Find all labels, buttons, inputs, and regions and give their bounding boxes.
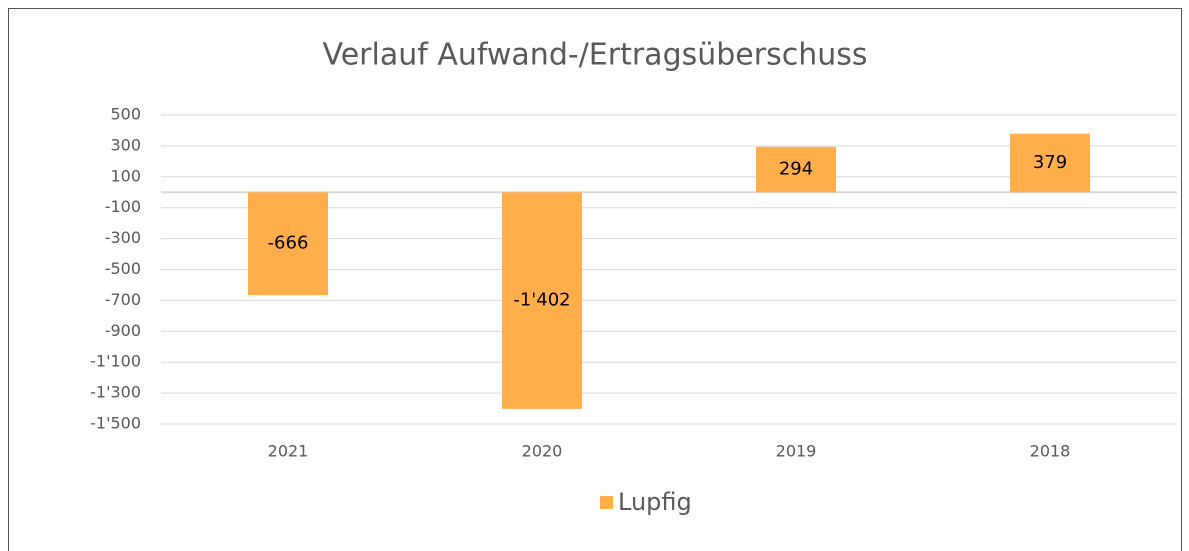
y-tick-label: -700 bbox=[105, 290, 141, 309]
y-tick-label: 300 bbox=[110, 135, 141, 154]
data-label: 294 bbox=[779, 159, 813, 180]
bar bbox=[756, 146, 836, 193]
data-label: 379 bbox=[1033, 152, 1067, 173]
y-tick-label: 500 bbox=[110, 105, 141, 124]
y-tick-label: -900 bbox=[105, 321, 141, 340]
legend-label: Lupfig bbox=[618, 488, 692, 516]
y-tick-label: 100 bbox=[110, 166, 141, 185]
chart-title: Verlauf Aufwand-/Ertragsüberschuss bbox=[323, 38, 868, 73]
bar bbox=[502, 192, 582, 409]
x-tick-label: 2020 bbox=[522, 442, 563, 461]
x-tick-label: 2021 bbox=[268, 442, 309, 461]
x-tick-label: 2018 bbox=[1030, 442, 1071, 461]
chart-border bbox=[8, 8, 1182, 551]
y-tick-label: -1'300 bbox=[90, 383, 141, 402]
data-label: -666 bbox=[268, 233, 309, 254]
bar bbox=[1010, 133, 1090, 193]
y-tick-label: -100 bbox=[105, 197, 141, 216]
legend-swatch bbox=[600, 496, 613, 509]
y-tick-label: -500 bbox=[105, 259, 141, 278]
y-tick-label: -300 bbox=[105, 228, 141, 247]
y-tick-label: -1'500 bbox=[90, 414, 141, 433]
y-tick-label: -1'100 bbox=[90, 352, 141, 371]
x-tick-label: 2019 bbox=[776, 442, 817, 461]
bar bbox=[248, 192, 328, 296]
data-label: -1'402 bbox=[513, 290, 570, 311]
